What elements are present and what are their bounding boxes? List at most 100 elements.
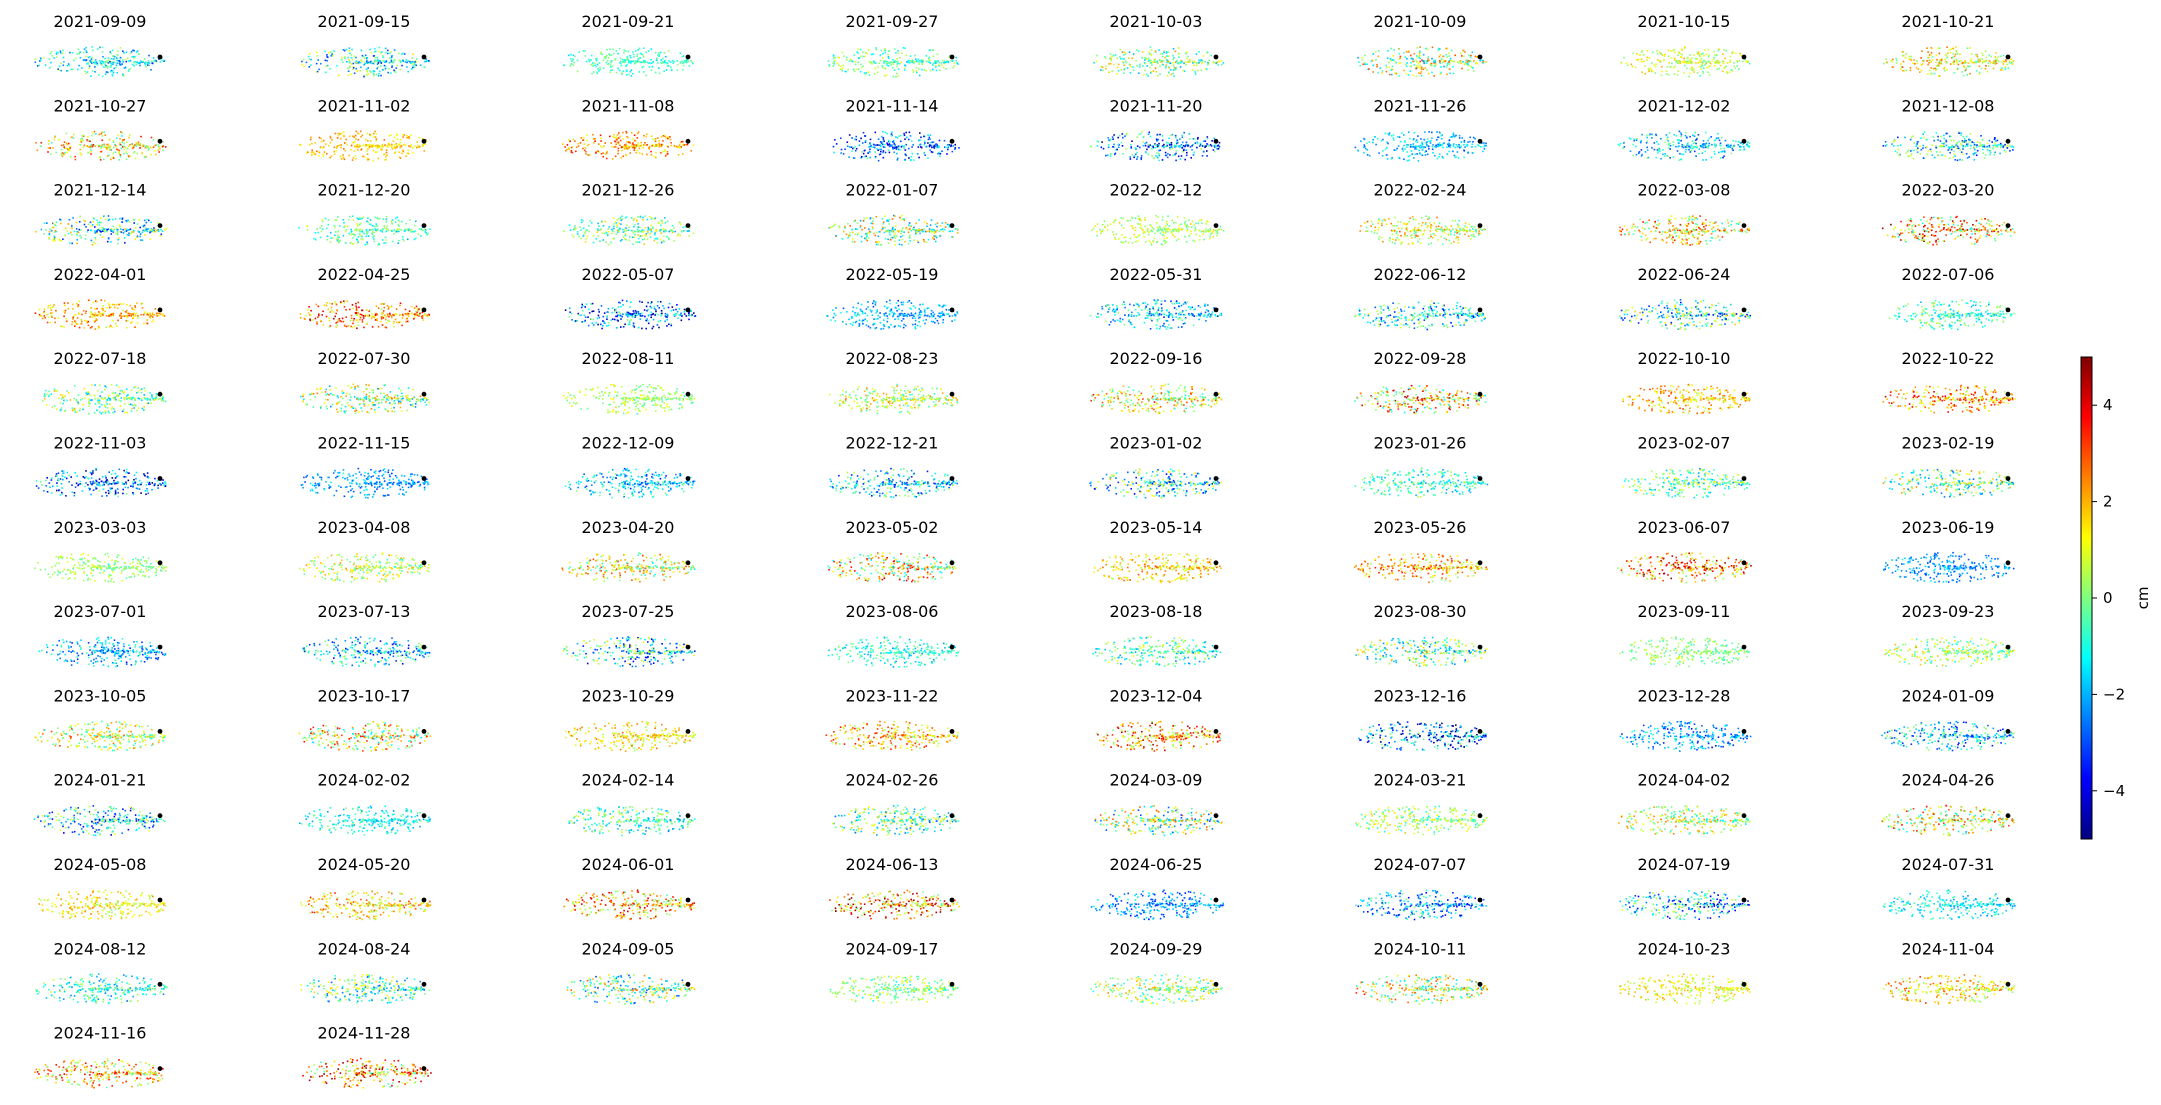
- displacement-point: [619, 62, 621, 64]
- displacement-point: [1930, 67, 1932, 69]
- displacement-point: [1415, 147, 1417, 149]
- displacement-point: [136, 142, 138, 144]
- displacement-point: [367, 140, 369, 142]
- displacement-point: [408, 145, 410, 147]
- displacement-point: [72, 52, 74, 54]
- displacement-point: [1654, 142, 1656, 144]
- displacement-point: [366, 61, 368, 63]
- displacement-point: [81, 154, 83, 156]
- displacement-point: [1693, 142, 1695, 144]
- displacement-point: [939, 65, 941, 67]
- displacement-point: [1437, 137, 1439, 139]
- displacement-point: [932, 152, 934, 154]
- displacement-point: [1162, 145, 1164, 147]
- displacement-point: [891, 62, 893, 64]
- displacement-point: [128, 60, 130, 62]
- displacement-point: [1912, 135, 1914, 137]
- displacement-point: [391, 220, 393, 222]
- displacement-point: [1416, 148, 1418, 150]
- displacement-point: [343, 135, 345, 137]
- displacement-point: [1995, 52, 1997, 54]
- displacement-point: [1926, 146, 1928, 148]
- displacement-point: [1671, 63, 1673, 65]
- displacement-point: [356, 60, 358, 62]
- displacement-point: [384, 139, 386, 141]
- displacement-point: [908, 148, 910, 150]
- displacement-point: [1153, 158, 1155, 160]
- displacement-point: [1167, 157, 1169, 159]
- displacement-point: [1144, 143, 1146, 145]
- displacement-point: [1113, 144, 1115, 146]
- displacement-point: [1714, 153, 1716, 155]
- displacement-point: [1385, 133, 1387, 135]
- displacement-point: [1423, 63, 1425, 65]
- displacement-point: [834, 63, 836, 65]
- displacement-point: [1179, 138, 1181, 140]
- displacement-point: [1474, 138, 1476, 140]
- displacement-point: [1101, 147, 1103, 149]
- displacement-point: [1667, 66, 1669, 68]
- displacement-point: [106, 231, 108, 233]
- displacement-point: [400, 142, 402, 144]
- displacement-point: [398, 228, 400, 230]
- displacement-point: [1701, 62, 1703, 64]
- displacement-point: [1421, 75, 1423, 77]
- displacement-point: [1672, 141, 1674, 143]
- displacement-point: [635, 140, 637, 142]
- displacement-point: [625, 144, 627, 146]
- displacement-point: [1206, 143, 1208, 145]
- displacement-point: [1372, 71, 1374, 73]
- displacement-point: [396, 145, 398, 147]
- displacement-point: [861, 156, 863, 158]
- displacement-point: [68, 148, 70, 150]
- displacement-point: [1407, 144, 1409, 146]
- displacement-point: [1894, 140, 1896, 142]
- displacement-point: [129, 134, 131, 136]
- displacement-point: [626, 74, 628, 76]
- displacement-point: [93, 217, 95, 219]
- displacement-point: [661, 220, 663, 222]
- displacement-point: [879, 62, 881, 64]
- displacement-point: [1206, 155, 1208, 157]
- displacement-point: [351, 63, 353, 65]
- displacement-point: [133, 61, 135, 63]
- displacement-point: [687, 144, 689, 146]
- panel-2021-10-15: 2021-10-15: [1621, 12, 1751, 77]
- displacement-point: [1977, 58, 1979, 60]
- displacement-point: [1993, 147, 1995, 149]
- displacement-point: [1953, 157, 1955, 159]
- displacement-point: [398, 220, 400, 222]
- displacement-point: [643, 56, 645, 58]
- displacement-point: [634, 224, 636, 226]
- displacement-point: [853, 147, 855, 149]
- displacement-point: [381, 62, 383, 64]
- displacement-point: [1426, 141, 1428, 143]
- displacement-point: [581, 222, 583, 224]
- displacement-point: [54, 136, 56, 138]
- displacement-point: [119, 142, 121, 144]
- displacement-point: [842, 52, 844, 54]
- displacement-point: [70, 156, 72, 158]
- displacement-point: [652, 228, 654, 230]
- displacement-point: [1953, 53, 1955, 55]
- displacement-point: [1452, 151, 1454, 153]
- displacement-point: [910, 159, 912, 161]
- displacement-point: [1664, 153, 1666, 155]
- displacement-point: [102, 56, 104, 58]
- displacement-point: [1485, 143, 1487, 145]
- displacement-point: [1172, 155, 1174, 157]
- displacement-point: [664, 217, 666, 219]
- displacement-point: [160, 61, 162, 63]
- displacement-point: [151, 60, 153, 62]
- displacement-point: [829, 66, 831, 68]
- displacement-point: [655, 52, 657, 54]
- displacement-point: [1144, 57, 1146, 59]
- displacement-point: [1990, 56, 1992, 58]
- displacement-point: [1377, 56, 1379, 58]
- displacement-point: [335, 231, 337, 233]
- displacement-point: [591, 64, 593, 66]
- displacement-point: [1364, 146, 1366, 148]
- displacement-point: [99, 156, 101, 158]
- displacement-point: [1982, 54, 1984, 56]
- displacement-point: [370, 229, 372, 231]
